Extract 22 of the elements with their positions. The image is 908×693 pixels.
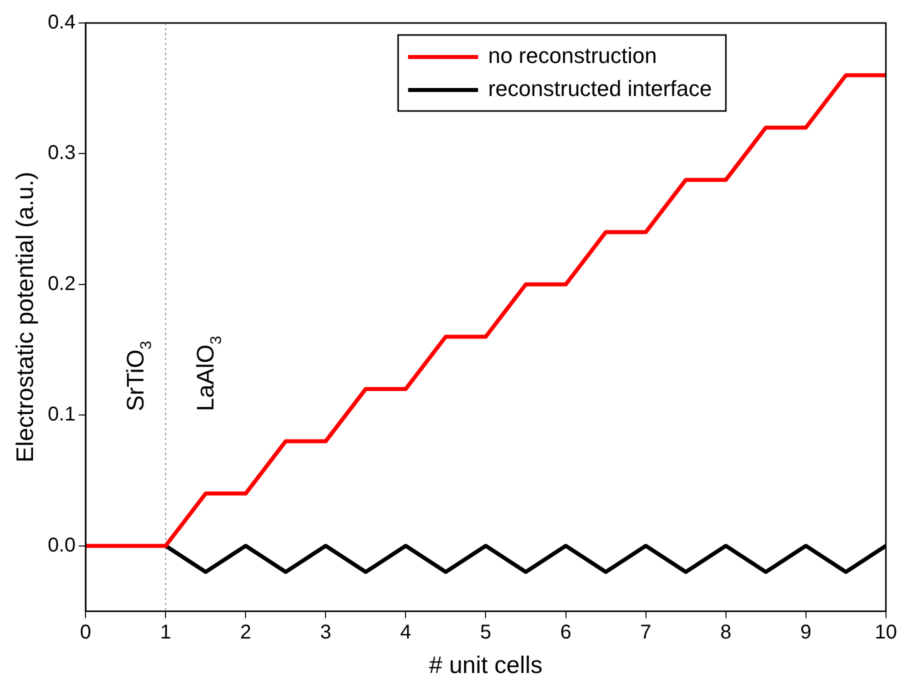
- x-tick-label: 5: [480, 622, 492, 644]
- x-tick-label: 9: [800, 622, 812, 644]
- x-tick-label: 8: [720, 622, 732, 644]
- x-tick-label: 3: [320, 622, 332, 644]
- legend-label: reconstructed interface: [488, 76, 712, 102]
- y-tick-label: 0.2: [48, 272, 76, 295]
- y-axis-title: Electrostatic potential (a.u.): [12, 172, 40, 463]
- x-tick-label: 2: [240, 622, 252, 644]
- legend-label: no reconstruction: [488, 43, 657, 68]
- x-tick-label: 6: [560, 622, 572, 644]
- x-tick-label: 0: [80, 622, 92, 644]
- x-tick-label: 1: [160, 622, 172, 644]
- x-tick-label: 7: [640, 622, 652, 644]
- y-tick-label: 0.1: [48, 404, 76, 426]
- y-tick-label: 0.3: [48, 142, 76, 164]
- x-tick-label: 10: [874, 622, 897, 644]
- annotation: LaAlO3: [192, 336, 225, 412]
- x-axis-title: # unit cells: [429, 652, 542, 680]
- y-tick-label: 0.0: [48, 534, 76, 556]
- annotation: SrTiO3: [122, 340, 155, 412]
- y-tick-label: 0.4: [48, 12, 76, 34]
- x-tick-label: 4: [400, 622, 412, 644]
